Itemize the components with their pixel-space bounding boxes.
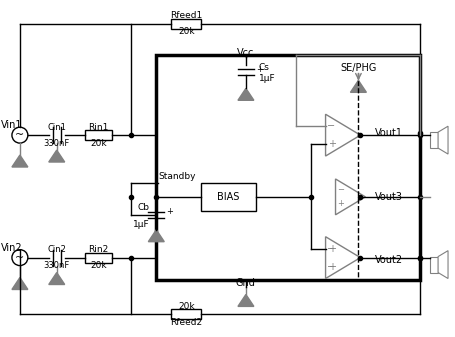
Polygon shape bbox=[335, 179, 365, 215]
Text: Vcc: Vcc bbox=[237, 48, 255, 58]
Text: 20k: 20k bbox=[178, 302, 194, 311]
Text: −: − bbox=[337, 185, 344, 194]
Text: 1μF: 1μF bbox=[259, 74, 275, 83]
Bar bbox=[85, 130, 112, 140]
Polygon shape bbox=[350, 81, 366, 92]
Text: −: − bbox=[328, 244, 336, 254]
Text: −: − bbox=[328, 121, 336, 131]
Text: +: + bbox=[337, 200, 344, 208]
Text: 1μF: 1μF bbox=[133, 220, 149, 229]
Text: −: − bbox=[328, 262, 336, 272]
Polygon shape bbox=[438, 251, 448, 278]
Text: 330nF: 330nF bbox=[44, 139, 70, 148]
Text: Cin1: Cin1 bbox=[47, 123, 66, 132]
Text: Standby: Standby bbox=[158, 173, 196, 181]
Text: Rin2: Rin2 bbox=[88, 245, 109, 254]
Polygon shape bbox=[326, 114, 360, 156]
Text: BIAS: BIAS bbox=[217, 192, 240, 202]
Text: Rfeed2: Rfeed2 bbox=[170, 318, 202, 327]
Polygon shape bbox=[49, 150, 65, 162]
Polygon shape bbox=[238, 295, 254, 306]
Bar bbox=[157, 56, 420, 279]
Polygon shape bbox=[326, 237, 360, 278]
Text: Cs: Cs bbox=[259, 63, 270, 72]
Polygon shape bbox=[238, 88, 254, 100]
Bar bbox=[85, 253, 112, 263]
Text: Rin1: Rin1 bbox=[88, 123, 109, 132]
Text: Gnd: Gnd bbox=[236, 277, 256, 287]
Text: SE/PHG: SE/PHG bbox=[340, 63, 377, 73]
Text: Vout1: Vout1 bbox=[375, 128, 403, 138]
Text: ~: ~ bbox=[15, 253, 25, 263]
Text: +: + bbox=[328, 244, 335, 254]
Text: +: + bbox=[328, 139, 335, 149]
Text: Vin2: Vin2 bbox=[1, 243, 23, 253]
Text: 20k: 20k bbox=[90, 139, 107, 148]
Bar bbox=[430, 132, 438, 148]
Bar bbox=[171, 309, 201, 319]
Polygon shape bbox=[49, 273, 65, 284]
Text: Vin1: Vin1 bbox=[1, 120, 23, 130]
Polygon shape bbox=[12, 278, 28, 289]
Text: Cin2: Cin2 bbox=[47, 245, 66, 254]
Text: 20k: 20k bbox=[178, 27, 194, 36]
Text: Vout2: Vout2 bbox=[375, 254, 404, 265]
Text: 20k: 20k bbox=[90, 261, 107, 270]
Text: Rfeed1: Rfeed1 bbox=[170, 11, 202, 20]
Text: ~: ~ bbox=[15, 130, 25, 140]
Text: +: + bbox=[166, 207, 173, 216]
Polygon shape bbox=[12, 155, 28, 167]
Polygon shape bbox=[438, 126, 448, 154]
Polygon shape bbox=[148, 230, 164, 242]
Text: Vout3: Vout3 bbox=[375, 192, 403, 202]
Text: Cb: Cb bbox=[137, 203, 149, 212]
Bar bbox=[430, 256, 438, 273]
Text: +: + bbox=[328, 262, 335, 272]
Text: +: + bbox=[256, 65, 263, 74]
Bar bbox=[171, 19, 201, 29]
Bar bbox=[201, 183, 256, 211]
Text: 330nF: 330nF bbox=[44, 261, 70, 270]
